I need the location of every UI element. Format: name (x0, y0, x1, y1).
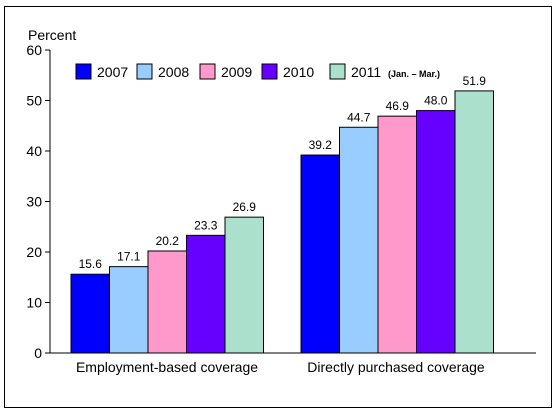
bar-2010-direct (416, 110, 456, 354)
legend-label: 2010 (283, 64, 314, 80)
y-tick-label: 10 (26, 295, 42, 311)
value-label: 23.3 (194, 218, 218, 232)
y-tick-label: 60 (26, 42, 42, 58)
legend-label: 2008 (158, 64, 189, 80)
value-labels-group: 15.6 17.1 20.2 23.3 26.9 39.2 44.7 46.9 48.0 51.9 (79, 74, 487, 271)
bar-2007-employment (70, 273, 110, 354)
legend-label: 2007 (97, 64, 128, 80)
value-label: 48.0 (424, 94, 448, 108)
legend-swatch-2007 (75, 63, 92, 80)
legend: 2007 2008 2009 2010 2011 (Jan. – Mar.) (75, 63, 440, 80)
legend-swatch-2011 (329, 63, 346, 80)
legend-swatch-2008 (136, 63, 153, 80)
category-labels-group: Employment-based coverage Directly purcha… (76, 359, 485, 375)
y-axis-ticks: 0 10 20 30 40 50 60 (26, 42, 50, 361)
legend-label: 2009 (221, 64, 252, 80)
bar-2011-direct (454, 90, 494, 354)
y-tick-label: 40 (26, 143, 42, 159)
bar-2008-direct (339, 126, 379, 354)
legend-swatch-2009 (199, 63, 216, 80)
bar-2007-direct (300, 154, 340, 354)
bars-group (70, 90, 494, 354)
category-label: Directly purchased coverage (307, 359, 485, 375)
value-label: 20.2 (156, 234, 180, 248)
value-label: 15.6 (79, 257, 103, 271)
legend-note: (Jan. – Mar.) (388, 69, 440, 79)
bar-2011-employment (224, 216, 264, 354)
value-label: 39.2 (309, 138, 333, 152)
y-tick-label: 30 (26, 194, 42, 210)
y-axis-title: Percent (28, 27, 76, 43)
y-tick-label: 0 (34, 345, 42, 361)
value-label: 26.9 (233, 200, 257, 214)
category-label: Employment-based coverage (76, 359, 258, 375)
y-tick-label: 50 (26, 93, 42, 109)
legend-label: 2011 (351, 64, 381, 80)
legend-swatch-2010 (261, 63, 278, 80)
value-label: 51.9 (463, 74, 487, 88)
bar-2009-employment (147, 250, 187, 354)
bar-2009-direct (377, 115, 417, 354)
value-label: 44.7 (347, 110, 371, 124)
value-label: 46.9 (386, 99, 410, 113)
bar-2008-employment (109, 266, 149, 354)
bar-2010-employment (186, 234, 226, 354)
value-label: 17.1 (117, 250, 141, 264)
y-tick-label: 20 (26, 244, 42, 260)
